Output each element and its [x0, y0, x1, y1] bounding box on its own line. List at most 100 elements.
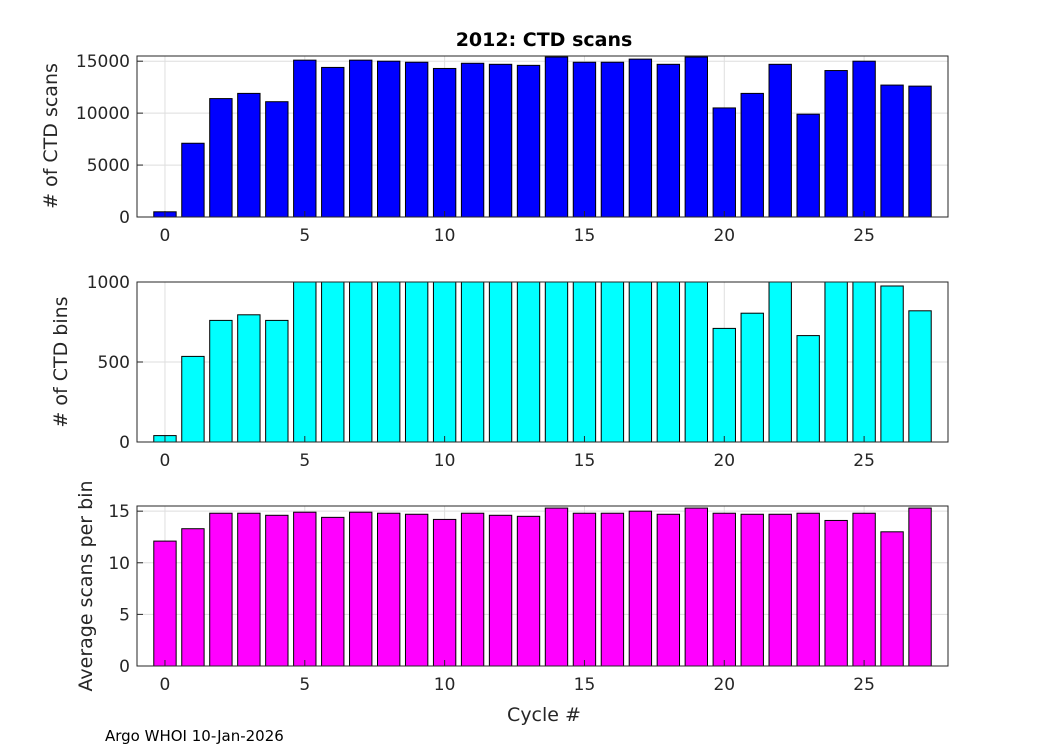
- avg-scans-bar: [684, 507, 708, 667]
- avg-scans-bar: [740, 513, 764, 667]
- ctd-bins-bar: [656, 281, 681, 443]
- avg-scans-bar: [349, 511, 373, 667]
- ctd-scans-bar: [265, 101, 289, 218]
- ctd-bins-ytick-label: 1000: [87, 273, 130, 293]
- ctd-scans-axes-box: [136, 55, 949, 218]
- ctd-scans-bar: [824, 70, 848, 218]
- ylabel-ctd-bins: # of CTD bins: [50, 296, 72, 427]
- ctd-bins-bar: [293, 281, 317, 443]
- avg-scans-bar: [209, 512, 233, 667]
- avg-scans-bar: [432, 518, 457, 667]
- ctd-scans-bar: [908, 85, 932, 218]
- ctd-bins-bar: [796, 335, 820, 443]
- ctd-scans-bar: [460, 62, 485, 218]
- ctd-scans-bar: [293, 59, 317, 218]
- avg-scans-xtick-label: 0: [160, 675, 171, 695]
- ctd-scans-xtick-label: 5: [299, 226, 310, 246]
- ctd-bins-xtick-label: 25: [853, 451, 875, 471]
- ctd-scans-bar: [880, 84, 904, 218]
- avg-scans-per-bin-panel: 0 5 10 15 20 25 0 5 10 15: [108, 502, 949, 695]
- ylabel-avg-scans: Average scans per bin: [75, 480, 97, 691]
- ctd-scans-bar: [321, 66, 345, 218]
- ctd-bins-bar: [237, 314, 261, 443]
- ctd-scans-bar: [488, 63, 513, 218]
- ctd-scans-bar: [684, 56, 708, 218]
- ctd-scans-bar: [349, 59, 373, 218]
- ctd-scans-bar: [628, 58, 653, 218]
- avg-scans-xtick-label: 20: [713, 675, 735, 695]
- avg-scans-xtick-label: 5: [299, 675, 310, 695]
- ctd-scans-bar: [432, 67, 457, 218]
- avg-scans-bar: [656, 513, 681, 667]
- ctd-scans-bar: [768, 63, 792, 218]
- ctd-bins-bar: [740, 312, 764, 443]
- avg-scans-ytick-label: 5: [119, 605, 130, 625]
- ctd-scans-bar: [209, 98, 233, 218]
- ctd-bins-bar: [712, 327, 736, 443]
- ctd-bins-bar: [768, 281, 792, 443]
- avg-scans-bar: [460, 512, 485, 667]
- avg-scans-bar: [628, 510, 653, 667]
- ctd-bins-bar: [209, 319, 233, 443]
- avg-scans-bar: [516, 515, 541, 667]
- avg-scans-ytick-label: 15: [108, 502, 130, 522]
- avg-scans-bar: [600, 512, 625, 667]
- avg-scans-bar: [544, 507, 569, 667]
- ctd-bins-bar: [404, 281, 429, 443]
- ctd-scans-ytick-label: 10000: [76, 104, 130, 124]
- ctd-scans-bar: [796, 113, 820, 218]
- ctd-scans-bar: [712, 107, 736, 218]
- ctd-scans-xtick-label: 25: [853, 226, 875, 246]
- avg-scans-bar: [852, 512, 876, 667]
- ctd-scans-bar: [656, 63, 681, 218]
- ctd-bins-xtick-label: 5: [299, 451, 310, 471]
- avg-scans-bar: [153, 540, 177, 667]
- avg-scans-xtick-label: 10: [434, 675, 456, 695]
- ctd-scans-xtick-label: 0: [160, 226, 171, 246]
- chart-title: 2012: CTD scans: [456, 29, 633, 51]
- ctd-bins-bar: [432, 281, 457, 443]
- avg-scans-bar: [265, 514, 289, 667]
- ctd-scans-bar: [181, 142, 205, 218]
- avg-scans-bar: [181, 528, 205, 667]
- ctd-bins-bar: [516, 281, 541, 443]
- ctd-bins-ytick-label: 0: [119, 433, 130, 453]
- avg-scans-bar: [908, 507, 932, 667]
- avg-scans-bar: [572, 512, 597, 667]
- avg-scans-bar: [321, 516, 345, 667]
- ctd-scans-bar: [377, 60, 401, 218]
- ctd-bins-bar: [600, 281, 625, 443]
- ctd-bins-bar: [460, 281, 485, 443]
- ctd-bins-xtick-label: 20: [713, 451, 735, 471]
- ctd-scans-xtick-label: 15: [574, 226, 596, 246]
- ctd-bins-panel: 0 5 10 15 20 25 0 500 1000: [87, 273, 949, 471]
- avg-scans-bar: [488, 514, 513, 667]
- footer-credit: Argo WHOI 10-Jan-2026: [105, 727, 284, 745]
- ctd-bins-xtick-label: 15: [574, 451, 596, 471]
- ylabel-ctd-scans: # of CTD scans: [40, 63, 62, 209]
- ctd-scans-bar: [237, 92, 261, 218]
- avg-scans-ytick-label: 0: [119, 657, 130, 677]
- ctd-scans-bar: [544, 56, 569, 218]
- ctd-scans-bar: [404, 61, 429, 218]
- avg-scans-bar: [293, 511, 317, 667]
- ctd-bins-bar: [880, 285, 904, 443]
- ctd-bins-bar: [544, 281, 569, 443]
- ctd-bins-bar: [852, 281, 876, 443]
- ctd-scans-bar: [600, 61, 625, 218]
- ctd-bins-bar: [628, 281, 653, 443]
- avg-scans-bar: [712, 512, 736, 667]
- ctd-scans-bar: [516, 64, 541, 218]
- ctd-bins-bar: [824, 281, 848, 443]
- ctd-bins-bar: [181, 355, 205, 443]
- avg-scans-bar: [796, 512, 820, 667]
- avg-scans-axes-box: [136, 505, 949, 667]
- ctd-bins-bar: [265, 319, 289, 443]
- ctd-scans-bar: [740, 92, 764, 218]
- ctd-bins-bar: [349, 281, 373, 443]
- ctd-bins-bar: [321, 281, 345, 443]
- ctd-bins-bar: [488, 281, 513, 443]
- ctd-bins-xtick-label: 10: [434, 451, 456, 471]
- ctd-bins-bar: [684, 281, 708, 443]
